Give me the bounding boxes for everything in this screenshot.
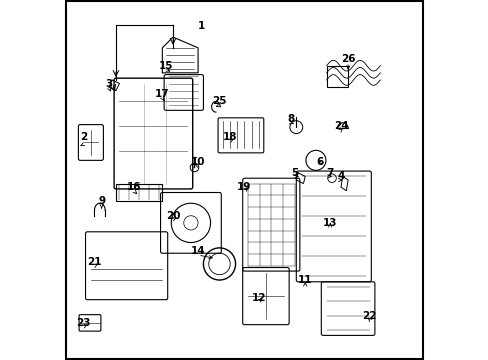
Text: 15: 15 bbox=[158, 61, 173, 71]
Text: 2: 2 bbox=[80, 132, 87, 142]
Text: 9: 9 bbox=[98, 197, 105, 206]
Text: 13: 13 bbox=[322, 218, 337, 228]
Text: 1: 1 bbox=[198, 21, 205, 31]
Text: 24: 24 bbox=[333, 121, 347, 131]
Text: 7: 7 bbox=[326, 168, 333, 178]
Text: 20: 20 bbox=[165, 211, 180, 221]
Bar bbox=[326, 66, 347, 87]
Text: 16: 16 bbox=[126, 182, 141, 192]
Text: 5: 5 bbox=[290, 168, 298, 178]
Text: 21: 21 bbox=[87, 257, 102, 267]
Text: 19: 19 bbox=[237, 182, 251, 192]
Text: 8: 8 bbox=[287, 114, 294, 124]
Text: 12: 12 bbox=[251, 293, 265, 303]
Text: 6: 6 bbox=[315, 157, 323, 167]
Text: 4: 4 bbox=[337, 171, 344, 181]
Text: 25: 25 bbox=[212, 96, 226, 107]
Bar bbox=[116, 184, 162, 202]
Text: 23: 23 bbox=[76, 318, 91, 328]
Text: 3: 3 bbox=[105, 78, 112, 89]
Text: 17: 17 bbox=[155, 89, 169, 99]
Text: 11: 11 bbox=[297, 275, 312, 285]
Text: 22: 22 bbox=[362, 311, 376, 321]
Text: 14: 14 bbox=[190, 247, 205, 256]
Text: 10: 10 bbox=[190, 157, 205, 167]
Text: 26: 26 bbox=[340, 54, 355, 64]
Text: 18: 18 bbox=[223, 132, 237, 142]
